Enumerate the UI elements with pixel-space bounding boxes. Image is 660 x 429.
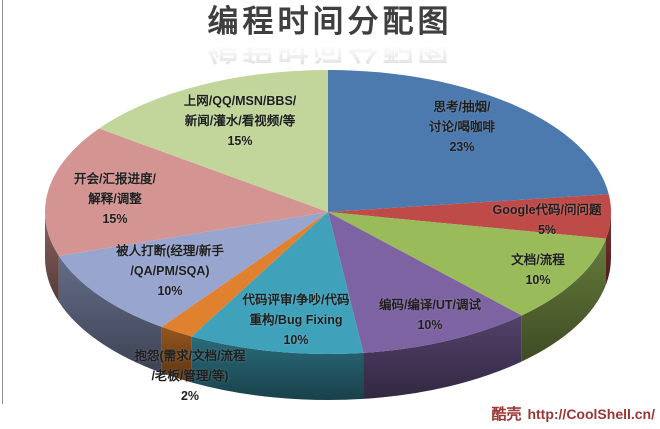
label-line: 解释/调整 [88, 192, 142, 206]
pie-slice-label: 抱怨(需求/文档/流程/老板/管理/等) 2% [134, 346, 245, 406]
label-line: 新闻/灌水/看视频/等 [184, 114, 296, 128]
label-line: 23% [449, 140, 475, 154]
pie-slice [328, 70, 609, 212]
label-line: 抱怨(需求/文档/流程 [134, 349, 246, 363]
label-line: 上网/QQ/MSN/BBS/ [183, 94, 297, 108]
pie-slice [328, 212, 606, 316]
title-block: 编程时间分配图 编程时间分配图 [0, 4, 660, 65]
pie-slice-label: 开会/汇报进度/解释/调整 15% [74, 169, 156, 229]
pie-slice-wall [161, 326, 192, 383]
label-line: 10% [417, 318, 443, 332]
label-line: 编码/编译/UT/调试 [378, 298, 482, 312]
label-line: /老板/管理/等) [151, 369, 229, 383]
pie-slice-label: 代码评审/争吵/代码 重构/Bug Fixing 10% [243, 290, 350, 350]
pie-slice-wall [605, 212, 611, 285]
pie-slice-label: 思考/抽烟/讨论/喝咖啡 23% [429, 97, 495, 157]
pie-slice [328, 212, 522, 353]
label-line: 15% [227, 134, 253, 148]
label-line: 15% [102, 212, 128, 226]
pie-slice-label: 被人打断(经理/新手/QA/PM/SQA) 10% [116, 241, 224, 301]
left-border-line [2, 0, 3, 404]
pie-slice-wall [45, 212, 59, 302]
pie-slice-label: 编码/编译/UT/调试 10% [379, 295, 481, 335]
pie-slice [328, 194, 612, 239]
label-line: 讨论/喝咖啡 [429, 120, 495, 134]
watermark: 酷壳 http://CoolShell.cn/ [491, 403, 655, 424]
watermark-brand: 酷壳 [491, 406, 522, 423]
pie-slice-wall [363, 315, 522, 399]
pie-slice-wall [521, 238, 606, 362]
pie-slice-wall [191, 336, 364, 401]
pie-slice [58, 212, 328, 327]
label-line: 2% [180, 389, 200, 403]
label-line: 被人打断(经理/新手 [116, 244, 224, 258]
pie-slice-label: Google代码/问问题 5% [492, 200, 601, 240]
label-line: 重构/Bug Fixing [249, 313, 343, 327]
label-line: 5% [537, 223, 557, 237]
watermark-url: http://CoolShell.cn/ [527, 406, 655, 422]
pie-slice [191, 212, 364, 355]
label-line: 开会/汇报进度/ [74, 172, 156, 186]
label-line: 代码评审/争吵/代码 [242, 293, 350, 307]
label-line: /QA/PM/SQA) [130, 264, 210, 278]
chart-title: 编程时间分配图 [207, 4, 453, 39]
label-line: 10% [157, 284, 183, 298]
label-line: 思考/抽烟/ [433, 100, 491, 114]
pie-slice-wall [58, 255, 162, 373]
pie-slice-label: 文档/流程 10% [511, 250, 564, 290]
chart-title-reflection: 编程时间分配图 [207, 30, 453, 66]
pie-slice [44, 128, 328, 256]
label-line: Google代码/问问题 [492, 203, 602, 217]
label-line: 10% [283, 333, 309, 347]
label-line: 文档/流程 [511, 253, 565, 267]
pie-slice [161, 212, 328, 337]
label-line: 10% [525, 273, 551, 287]
pie-slice-label: 上网/QQ/MSN/BBS/新闻/灌水/看视频/等 15% [184, 91, 297, 151]
pie-slice [99, 70, 328, 212]
